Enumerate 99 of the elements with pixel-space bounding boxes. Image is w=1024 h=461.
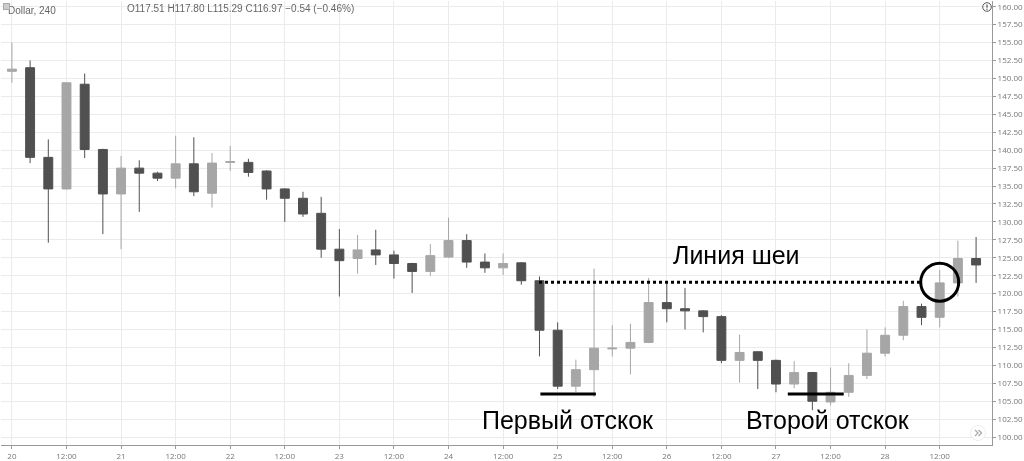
candlestick — [680, 287, 690, 331]
candlestick — [789, 360, 800, 389]
candlestick — [516, 261, 527, 286]
candlestick — [97, 148, 108, 235]
x-tick-label: 20 — [7, 449, 17, 461]
candlestick — [552, 321, 563, 390]
candlestick — [752, 350, 763, 390]
x-tick-label: 21 — [116, 449, 126, 461]
x-tick-label: 12:00 — [492, 449, 514, 461]
annotation: Первый отскок — [482, 406, 655, 434]
y-tick-label: 122.50 — [997, 269, 1023, 281]
candlestick — [79, 72, 90, 159]
candlestick — [861, 329, 872, 380]
candlestick — [625, 323, 636, 375]
candlestick — [225, 145, 236, 172]
x-tick-label: 12:00 — [929, 449, 951, 461]
candlestick — [43, 138, 54, 244]
candlestick — [116, 155, 127, 250]
candlestick — [188, 136, 199, 197]
candlestick — [716, 314, 727, 364]
candlestick — [807, 371, 818, 411]
candlestick — [898, 300, 909, 341]
y-tick-label: 130.00 — [997, 215, 1023, 227]
y-tick-label: 132.50 — [997, 197, 1023, 209]
y-tick-label: 145.00 — [997, 108, 1023, 120]
candlestick — [352, 234, 363, 275]
candlestick — [6, 42, 17, 84]
x-tick-label: 12:00 — [820, 449, 842, 461]
y-tick-label: 127.50 — [997, 233, 1023, 245]
candlestick — [534, 275, 545, 357]
y-tick-label: 140.00 — [997, 144, 1023, 155]
y-tick-label: 152.50 — [997, 54, 1023, 66]
y-tick-label: 120.00 — [997, 287, 1023, 299]
candlestick — [643, 277, 654, 344]
candlestick — [243, 158, 254, 178]
candlestick — [370, 229, 381, 266]
candlestick — [880, 326, 891, 357]
y-tick-label: 150.00 — [997, 72, 1023, 84]
y-tick-label: 155.00 — [997, 36, 1023, 48]
candlestick — [334, 228, 345, 298]
y-tick-label: 115.00 — [997, 323, 1023, 335]
x-tick-label: 22 — [225, 449, 236, 461]
candlestick — [443, 217, 454, 259]
candlestick — [498, 252, 509, 276]
candlestick — [479, 252, 490, 274]
candlestick — [607, 324, 618, 357]
y-tick-label: 100.00 — [997, 430, 1023, 442]
y-tick-label: 102.50 — [997, 412, 1023, 424]
candlestick — [134, 159, 145, 213]
annotation: Линия шеи — [673, 241, 800, 269]
candlestick — [461, 233, 472, 269]
candlestick — [170, 135, 181, 189]
x-tick-label: 12:00 — [165, 449, 187, 461]
candlestick — [589, 268, 600, 398]
x-tick-label: 27 — [771, 449, 781, 461]
candlestick — [316, 196, 327, 259]
y-tick-label: 105.00 — [997, 395, 1023, 407]
y-tick-label: 137.50 — [997, 161, 1023, 173]
candlestick — [152, 171, 163, 182]
x-tick-label: 26 — [662, 449, 672, 461]
y-tick-label: 112.50 — [997, 341, 1023, 353]
y-tick-label: 160.00 — [997, 0, 1023, 12]
x-tick-label: 12:00 — [274, 449, 296, 461]
candlestick — [279, 187, 290, 223]
candlestick — [661, 282, 672, 323]
x-tick-label: 12:00 — [56, 449, 78, 461]
candlestick — [570, 359, 581, 393]
x-tick-label: 12:00 — [383, 449, 405, 461]
y-tick-label: 157.50 — [997, 18, 1023, 30]
x-tick-label: 28 — [880, 449, 891, 461]
y-tick-label: 125.00 — [997, 251, 1023, 263]
candlestick — [388, 250, 399, 280]
y-tick-label: 107.50 — [997, 377, 1023, 389]
candlestick — [916, 303, 927, 326]
annotation: Второй отскок — [746, 406, 910, 434]
y-tick-label: 117.50 — [997, 305, 1023, 317]
candlestick — [207, 152, 217, 209]
candlestick — [61, 81, 72, 191]
candlestick — [734, 334, 745, 384]
candlestick — [298, 191, 308, 218]
y-tick-label: 110.00 — [997, 359, 1023, 371]
x-tick-label: 25 — [553, 449, 563, 461]
x-tick-label: 12:00 — [602, 449, 623, 461]
candlestick — [407, 262, 418, 294]
x-tick-label: 24 — [443, 449, 454, 461]
candlestick — [425, 243, 436, 277]
x-tick-label: 23 — [334, 449, 345, 461]
candlestick — [771, 359, 781, 393]
candlestick — [698, 309, 709, 333]
candlestick — [843, 362, 854, 398]
annotation: O117.51 H117.80 L115.29 C116.97 −0.54 (−0.46%) — [127, 3, 355, 14]
candlestick — [934, 269, 945, 328]
candlestick — [25, 60, 36, 164]
candlestick — [261, 169, 272, 201]
x-tick-label: 12:00 — [711, 449, 733, 461]
y-tick-label: 147.50 — [997, 90, 1023, 102]
y-tick-label: 142.50 — [997, 126, 1023, 138]
y-tick-label: 135.00 — [997, 179, 1023, 191]
candlestick — [971, 236, 982, 284]
